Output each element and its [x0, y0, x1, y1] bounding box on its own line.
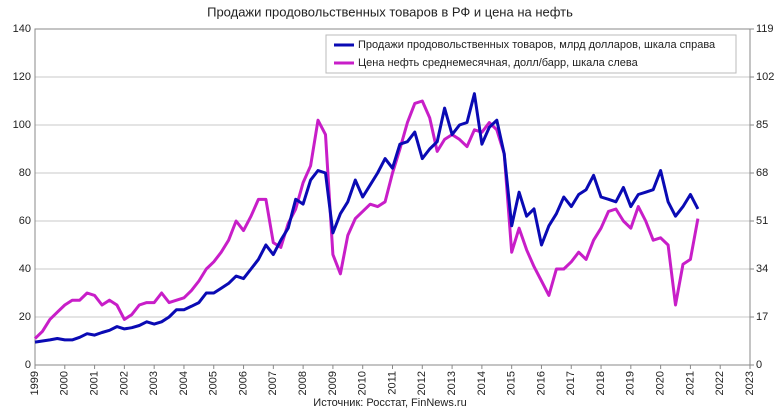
x-tick-label: 2021 — [684, 371, 696, 395]
x-tick-label: 2016 — [535, 371, 547, 395]
x-tick-label: 1999 — [29, 371, 41, 395]
x-tick-label: 2015 — [506, 371, 518, 395]
series-line — [34, 92, 700, 344]
x-tick-label: 2007 — [267, 371, 279, 395]
series-line — [33, 99, 700, 340]
y-tick-label: 0 — [25, 359, 31, 371]
y-tick-label: 60 — [19, 215, 31, 227]
y2-tick-label: 0 — [756, 359, 762, 371]
x-tick-label: 2005 — [208, 371, 220, 395]
y-tick-label: 120 — [13, 71, 31, 83]
x-tick-label: 2019 — [625, 371, 637, 395]
y-tick-label: 100 — [13, 119, 31, 131]
x-tick-label: 2020 — [655, 371, 667, 395]
x-tick-label: 2003 — [148, 371, 160, 395]
chart-title: Продажи продовольственных товаров в РФ и… — [207, 4, 573, 19]
x-tick-label: 2017 — [565, 371, 577, 395]
x-tick-label: 2001 — [88, 371, 100, 395]
x-tick-label: 2002 — [118, 371, 130, 395]
x-tick-label: 2000 — [59, 371, 71, 395]
x-tick-label: 2022 — [714, 371, 726, 395]
y-tick-label: 80 — [19, 167, 31, 179]
x-tick-label: 2009 — [327, 371, 339, 395]
x-tick-label: 2008 — [297, 371, 309, 395]
y2-tick-label: 51 — [756, 215, 768, 227]
y2-tick-label: 68 — [756, 167, 768, 179]
x-tick-label: 2012 — [416, 371, 428, 395]
y-tick-label: 40 — [19, 263, 31, 275]
y2-tick-label: 17 — [756, 311, 768, 323]
y2-tick-label: 34 — [756, 263, 768, 275]
x-tick-label: 2004 — [178, 371, 190, 395]
x-tick-label: 2018 — [595, 371, 607, 395]
x-tick-label: 2014 — [476, 371, 488, 395]
y-tick-label: 140 — [13, 23, 31, 35]
legend: Продажи продовольственных товаров, млрд … — [325, 34, 737, 74]
legend-label: Цена нефть среднемесячная, долл/барр, шк… — [358, 57, 639, 69]
x-tick-label: 2011 — [386, 371, 398, 395]
x-tick-label: 2013 — [446, 371, 458, 395]
y2-tick-label: 119 — [756, 23, 774, 35]
legend-label: Продажи продовольственных товаров, млрд … — [358, 39, 716, 51]
source: Источник: Росстат, FinNews.ru — [313, 397, 466, 409]
y-tick-label: 20 — [19, 311, 31, 323]
x-tick-label: 2006 — [237, 371, 249, 395]
x-tick-label: 2010 — [357, 371, 369, 395]
y2-tick-label: 102 — [756, 71, 774, 83]
legend-box — [325, 34, 737, 74]
x-tick-label: 2023 — [744, 371, 756, 395]
y2-tick-label: 85 — [756, 119, 768, 131]
